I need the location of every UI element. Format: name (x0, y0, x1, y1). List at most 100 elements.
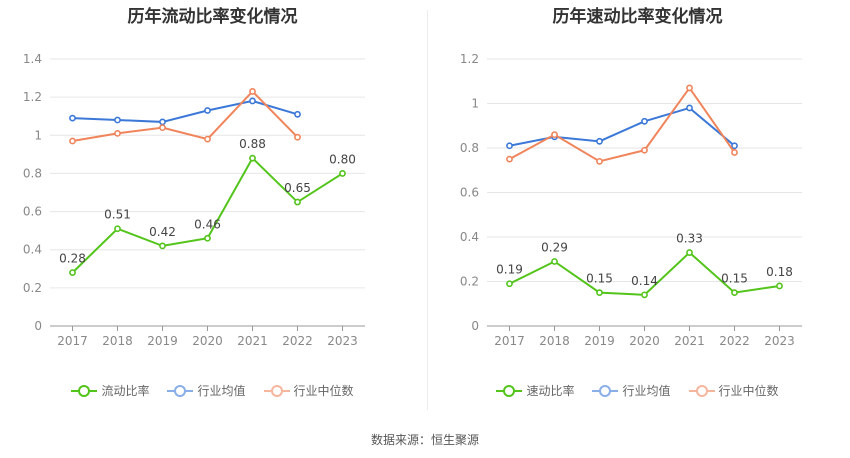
data-point (294, 198, 301, 206)
legend-label: 行业均值 (622, 384, 671, 398)
data-point (776, 282, 783, 290)
y-tick-label: 0 (471, 319, 479, 333)
x-tick-label: 2023 (327, 334, 358, 348)
legend: 流动比率 行业均值 行业中位数 (0, 382, 425, 399)
divider (427, 10, 428, 410)
y-tick-label: 0 (34, 319, 42, 333)
data-point (69, 137, 76, 145)
data-point (69, 269, 76, 276)
y-tick-label: 0.8 (23, 166, 42, 180)
data-point (159, 124, 166, 132)
data-point (159, 118, 166, 126)
legend-item[interactable]: 行业中位数 (688, 382, 779, 399)
data-point (294, 133, 301, 141)
data-point (551, 131, 558, 139)
data-source: 数据来源：恒生聚源 (370, 433, 479, 447)
data-label: 0.28 (59, 252, 86, 266)
legend-item[interactable]: 行业中位数 (263, 382, 354, 399)
data-label: 0.15 (586, 272, 613, 286)
data-point (114, 129, 121, 137)
y-tick-label: 1.4 (23, 52, 42, 66)
data-point (506, 142, 513, 150)
x-tick-label: 2018 (539, 334, 570, 348)
data-label: 0.65 (284, 181, 311, 195)
data-label: 0.80 (329, 152, 356, 166)
x-tick-label: 2019 (147, 334, 178, 348)
data-point (339, 170, 346, 177)
data-point (506, 155, 513, 163)
y-tick-label: 0.2 (460, 275, 479, 289)
data-point (249, 97, 256, 105)
data-point (641, 291, 648, 299)
legend-swatch-icon (592, 384, 619, 398)
y-tick-label: 0.8 (460, 141, 479, 155)
data-label: 0.19 (496, 263, 523, 277)
data-point (731, 149, 738, 156)
data-point (506, 280, 513, 288)
legend-item[interactable]: 行业均值 (167, 382, 246, 399)
data-point (551, 258, 558, 265)
series-line-2 (509, 86, 736, 163)
legend: 速动比率 行业均值 行业中位数 (425, 382, 850, 399)
legend-item[interactable]: 流动比率 (71, 382, 149, 399)
current-ratio-chart: 历年流动比率变化情况 0 0.2 0.4 0.6 0.8 1 1.2 1.4 2017 2018 2… (0, 0, 425, 420)
data-label: 0.33 (676, 232, 703, 246)
x-tick-label: 2017 (57, 334, 88, 348)
data-point (159, 242, 166, 250)
data-point (596, 289, 603, 297)
legend-label: 行业中位数 (293, 384, 354, 398)
y-tick-label: 0.6 (460, 186, 479, 200)
x-tick-label: 2023 (764, 334, 795, 348)
data-label: 0.51 (104, 208, 131, 222)
legend-label: 行业均值 (197, 384, 246, 398)
series-line-1 (72, 99, 298, 123)
data-point (204, 107, 211, 114)
x-tick-label: 2021 (674, 334, 705, 348)
data-point (686, 249, 693, 256)
data-label: 0.29 (541, 240, 568, 254)
y-tick-label: 1.2 (23, 90, 42, 104)
chart-title: 历年流动比率变化情况 (127, 7, 298, 27)
data-point (294, 110, 301, 118)
x-tick-label: 2017 (494, 334, 525, 348)
data-point (641, 117, 648, 125)
legend-swatch-icon (71, 384, 98, 398)
data-point (731, 142, 738, 150)
current-ratio-plot: 0 0.2 0.4 0.6 0.8 1 1.2 1.4 2017 2018 2019 2020 2021… (23, 52, 365, 348)
x-tick-label: 2018 (102, 334, 133, 348)
data-point (249, 154, 256, 162)
x-tick-label: 2020 (629, 334, 660, 348)
x-tick-label: 2022 (282, 334, 313, 348)
legend-swatch-icon (688, 384, 715, 398)
data-label: 0.88 (239, 137, 266, 151)
quick-ratio-chart: 历年速动比率变化情况 0 0.2 0.4 0.6 0.8 1 1.2 2017 2018 2019… (425, 0, 850, 420)
legend-item[interactable]: 速动比率 (496, 382, 574, 399)
y-tick-label: 1 (471, 97, 479, 111)
legend-label: 速动比率 (526, 384, 575, 398)
x-tick-label: 2019 (584, 334, 615, 348)
legend-swatch-icon (167, 384, 194, 398)
legend-swatch-icon (263, 384, 290, 398)
data-label: 0.18 (766, 265, 793, 279)
data-label: 0.14 (631, 274, 658, 288)
data-point (204, 135, 211, 143)
data-point (249, 88, 256, 95)
y-tick-label: 0.2 (23, 281, 42, 295)
x-tick-label: 2021 (237, 334, 268, 348)
data-point (69, 114, 76, 122)
legend-label: 流动比率 (101, 384, 150, 398)
y-tick-label: 1 (34, 128, 42, 142)
series-line-2 (72, 89, 299, 142)
data-point (114, 225, 121, 233)
data-point (686, 104, 693, 112)
legend-item[interactable]: 行业均值 (592, 382, 671, 399)
y-tick-label: 0.6 (23, 205, 42, 219)
data-point (686, 84, 693, 92)
x-tick-label: 2022 (719, 334, 750, 348)
chart-title: 历年速动比率变化情况 (552, 7, 723, 27)
data-label: 0.46 (194, 217, 221, 231)
data-point (596, 137, 603, 145)
legend-swatch-icon (496, 384, 523, 398)
y-tick-label: 0.4 (23, 243, 42, 257)
data-point (731, 289, 738, 297)
